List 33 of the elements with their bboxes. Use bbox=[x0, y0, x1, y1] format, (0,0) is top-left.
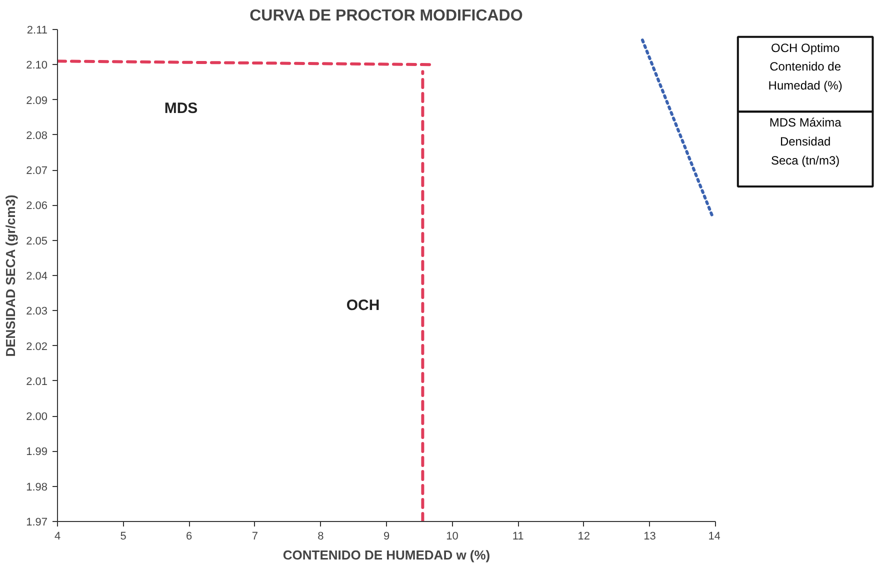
annotation: OCH bbox=[346, 297, 380, 314]
x-tick-label: 13 bbox=[644, 530, 656, 542]
annotation: MDS bbox=[164, 100, 198, 118]
x-axis-title: CONTENIDO DE HUMEDAD w (%) bbox=[282, 548, 490, 562]
y-tick-label: 2.09 bbox=[26, 94, 48, 107]
y-tick-label: 1.99 bbox=[26, 446, 48, 458]
x-tick-label: 9 bbox=[383, 530, 390, 542]
chart-title: CURVA DE PROCTOR MODIFICADO bbox=[250, 8, 523, 24]
x-tick-label: 7 bbox=[252, 530, 258, 542]
x-tick-label: 11 bbox=[512, 530, 524, 542]
y-tick-label: 2.11 bbox=[26, 24, 48, 36]
y-tick-label: 2.00 bbox=[26, 411, 48, 424]
y-tick-label: 2.06 bbox=[26, 200, 48, 212]
x-tick-label: 14 bbox=[708, 530, 721, 542]
y-tick-label: 2.08 bbox=[26, 130, 48, 142]
y-tick-label: 2.10 bbox=[26, 60, 48, 72]
x-tick-label: 8 bbox=[318, 530, 324, 542]
y-tick-label: 1.98 bbox=[26, 481, 48, 494]
y-tick-label: 2.03 bbox=[26, 306, 48, 318]
y-tick-label: 2.07 bbox=[26, 165, 48, 178]
x-tick-label: 4 bbox=[54, 530, 61, 542]
x-tick-label: 5 bbox=[120, 530, 126, 542]
y-tick-label: 2.02 bbox=[26, 340, 48, 353]
x-tick-label: 12 bbox=[578, 530, 590, 542]
y-axis-title: DENSIDAD SECA (gr/cm3) bbox=[3, 194, 18, 357]
y-tick-label: 2.05 bbox=[26, 235, 48, 248]
x-tick-label: 6 bbox=[186, 530, 192, 542]
x-tick-label: 10 bbox=[446, 530, 458, 542]
y-tick-label: 2.04 bbox=[26, 270, 48, 282]
y-tick-label: 1.97 bbox=[26, 516, 48, 528]
text: MDS Máxima Densidad Seca (tn/m3) bbox=[769, 116, 842, 168]
y-tick-label: 2.01 bbox=[26, 376, 48, 388]
text: OCH Optimo Contenido de Humedad (%) bbox=[768, 40, 842, 93]
